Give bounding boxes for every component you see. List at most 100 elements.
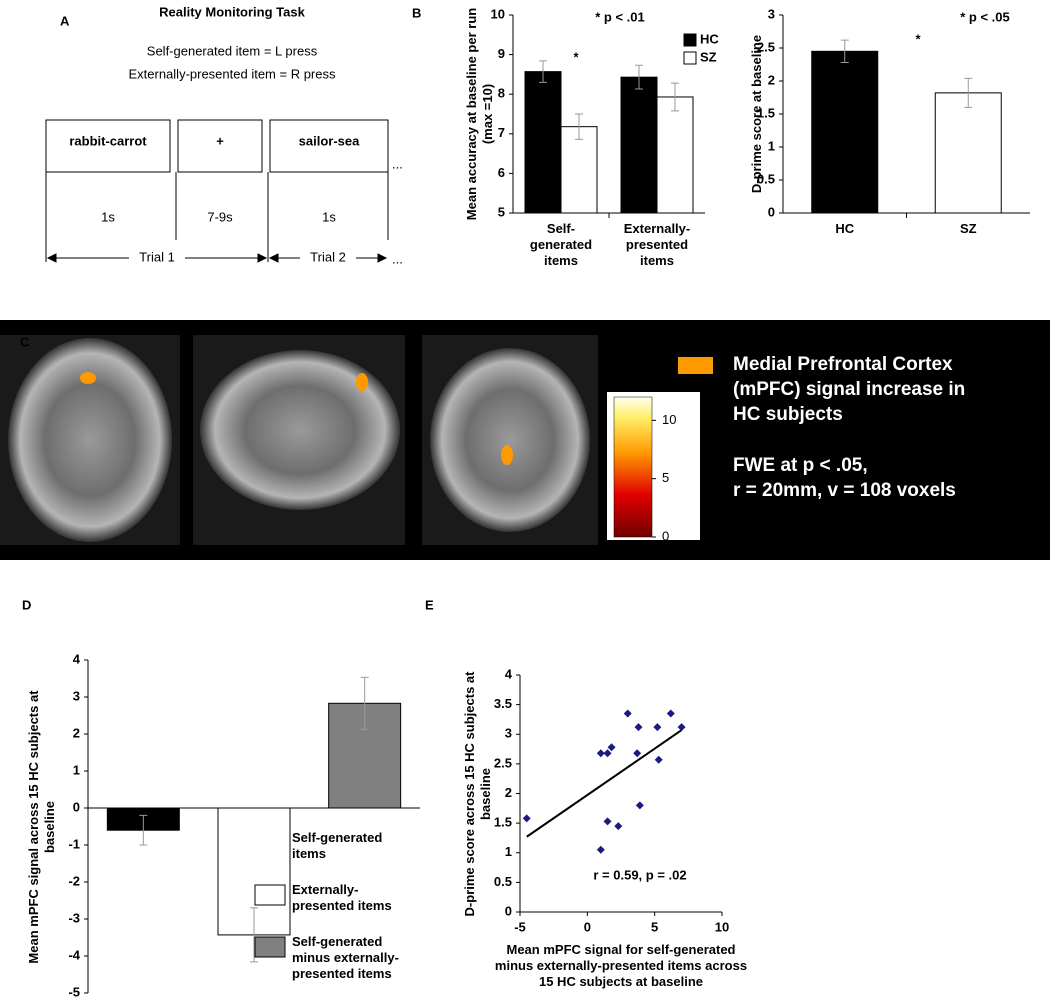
task-title: Reality Monitoring Task [159, 4, 305, 19]
error-bar [964, 77, 973, 108]
activation-blob [80, 372, 96, 384]
point [596, 845, 605, 854]
y-tick-label: 7 [498, 125, 505, 140]
point [635, 801, 644, 810]
panel-label: A [60, 13, 70, 28]
ellipsis: ... [392, 251, 403, 266]
colorbar-tick-label: 10 [662, 412, 676, 427]
legend-label: HC [700, 31, 719, 46]
x-tick-label: 0 [584, 919, 591, 934]
colorbar [613, 396, 653, 538]
y-tick-label: 3.5 [494, 696, 512, 711]
bar [524, 71, 562, 214]
y-tick-label: 1 [73, 762, 80, 777]
y-tick-label: 3 [505, 726, 512, 741]
y-tick-label: 0 [73, 799, 80, 814]
y-tick-label: 3 [768, 6, 775, 21]
task-rule: Externally-presented item = R press [128, 66, 336, 81]
arrowhead [46, 253, 388, 263]
legend-label: Self-generated minus externally- present… [292, 934, 399, 981]
error-bar [671, 82, 679, 112]
x-tick-label: HC [835, 221, 855, 236]
y-tick-label: 2 [73, 725, 80, 740]
legend-swatch [254, 884, 286, 906]
x-tick-label: Externally- presented items [623, 221, 691, 268]
y-tick-label: 0.5 [757, 171, 775, 186]
panel-label: E [425, 597, 434, 612]
y-tick-label: 4 [505, 666, 513, 681]
screen-box [269, 119, 389, 173]
annotation: * p < .01 [595, 9, 645, 24]
point [633, 749, 642, 758]
y-tick-label: 3 [73, 688, 80, 703]
label-bg [129, 250, 185, 266]
x-tick-label: Self- generated items [529, 221, 593, 268]
panel-label: D [22, 597, 31, 612]
y-tick-label: 2 [768, 72, 775, 87]
point [653, 723, 662, 732]
x-axis-title: Mean mPFC signal for self-generated minu… [494, 942, 748, 989]
x-tick-label: 10 [715, 919, 729, 934]
y-tick-label: 1 [768, 138, 775, 153]
error-bar [139, 814, 148, 846]
error-bar [360, 676, 369, 730]
legend-label: Self-generated items [292, 830, 383, 861]
screen-text: sailor-sea [299, 133, 360, 148]
error-bar [539, 60, 547, 83]
y-tick-label: -4 [68, 947, 80, 962]
y-tick-label: -3 [68, 910, 80, 925]
bar [656, 96, 694, 214]
y-tick-label: 2.5 [757, 39, 775, 54]
duration: 7-9s [207, 209, 233, 224]
brain-axial [8, 338, 172, 542]
panel-label: C [20, 334, 30, 349]
error-bar [635, 64, 643, 90]
brain-coronal [430, 348, 590, 532]
legend-swatch [678, 357, 713, 374]
y-tick-label: 8 [498, 86, 505, 101]
y-tick-label: 1 [505, 844, 512, 859]
legend-swatch [254, 936, 286, 958]
statistics: FWE at p < .05, r = 20mm, v = 108 voxels [733, 455, 956, 501]
trial-label: Trial 1 [139, 249, 175, 264]
duration: 1s [101, 209, 115, 224]
y-tick-label: 4 [73, 651, 81, 666]
trial-label: Trial 2 [310, 249, 346, 264]
y-tick-label: 6 [498, 165, 505, 180]
y-axis-title: Mean mPFC signal across 15 HC subjects a… [26, 689, 57, 964]
bar [620, 76, 658, 214]
point [666, 709, 675, 718]
y-tick-label: -1 [68, 836, 80, 851]
error-bar [575, 113, 583, 140]
y-tick-label: -5 [68, 984, 80, 999]
legend-swatch [683, 51, 697, 65]
annotation: r = 0.59, p = .02 [593, 867, 686, 882]
screen-text: rabbit-carrot [69, 133, 147, 148]
trendline [526, 729, 683, 838]
error-bar [840, 39, 849, 64]
point [654, 755, 663, 764]
point [634, 723, 643, 732]
bar [934, 92, 1002, 214]
legend-swatch [683, 33, 697, 47]
legend-label: SZ [700, 49, 717, 64]
y-tick-label: 10 [491, 6, 505, 21]
legend-label: Externally- presented items [292, 882, 392, 913]
ellipsis: ... [392, 156, 403, 171]
y-tick-label: 0 [768, 204, 775, 219]
point [614, 822, 623, 831]
y-tick-label: 1.5 [494, 815, 512, 830]
panel-label: B [412, 5, 421, 20]
colorbar-tick-label: 0 [662, 528, 669, 543]
point [623, 709, 632, 718]
duration: 1s [322, 209, 336, 224]
error-bar [250, 907, 258, 963]
y-tick-label: 2 [505, 785, 512, 800]
colorbar-tick-label: 5 [662, 470, 669, 485]
y-tick-label: 2.5 [494, 755, 512, 770]
x-tick-label: -5 [514, 919, 526, 934]
activation-blob [356, 373, 368, 391]
x-tick-label: 5 [651, 919, 658, 934]
y-tick-label: 5 [498, 204, 505, 219]
